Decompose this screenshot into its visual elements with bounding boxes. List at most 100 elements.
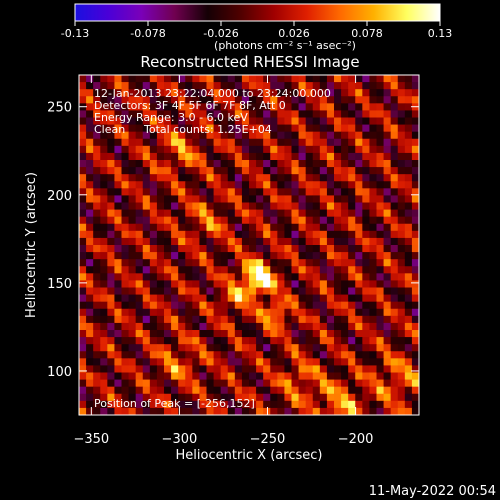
heatmap-cell	[326, 167, 335, 175]
heatmap-cell	[284, 160, 292, 168]
heatmap-cell	[270, 188, 278, 196]
heatmap-cell	[305, 400, 314, 409]
heatmap-cell	[192, 330, 200, 338]
heatmap-cell	[149, 315, 158, 324]
heatmap-cell	[369, 358, 377, 366]
heatmap-cell	[348, 75, 356, 83]
heatmap-cell	[199, 400, 207, 409]
heatmap-cell	[326, 89, 335, 97]
heatmap-cell	[185, 174, 193, 182]
heatmap-cell	[114, 195, 122, 203]
heatmap-cell	[397, 252, 406, 260]
heatmap-cell	[234, 330, 243, 338]
heatmap-cell	[284, 344, 292, 352]
heatmap-cell	[270, 195, 278, 203]
heatmap-cell	[135, 386, 144, 395]
heatmap-cell	[164, 372, 172, 380]
heatmap-cell	[79, 273, 87, 281]
heatmap-cell	[241, 337, 250, 345]
heatmap-cell	[411, 259, 419, 267]
heatmap-cell	[284, 322, 292, 331]
heatmap-cell	[220, 407, 229, 415]
heatmap-cell	[397, 259, 406, 267]
heatmap-cell	[199, 386, 207, 395]
heatmap-cell	[121, 237, 129, 246]
heatmap-cell	[213, 245, 222, 253]
heatmap-cell	[192, 160, 200, 168]
heatmap-cell	[383, 103, 392, 111]
heatmap-cell	[79, 117, 87, 125]
heatmap-cell	[93, 266, 101, 274]
heatmap-cell	[319, 216, 328, 225]
heatmap-cell	[348, 273, 356, 281]
heatmap-cell	[376, 209, 384, 218]
heatmap-cell	[263, 96, 271, 104]
heatmap-cell	[171, 145, 179, 154]
heatmap-cell	[404, 110, 413, 118]
heatmap-cell	[291, 195, 299, 203]
heatmap-cell	[86, 322, 94, 331]
heatmap-cell	[206, 386, 214, 395]
heatmap-cell	[142, 145, 151, 154]
heatmap-cell	[263, 379, 271, 388]
heatmap-cell	[79, 393, 87, 402]
heatmap-cell	[79, 160, 87, 168]
heatmap-cell	[326, 174, 335, 182]
heatmap-cell	[362, 160, 370, 168]
heatmap-cell	[383, 337, 392, 345]
heatmap-cell	[411, 322, 419, 331]
heatmap-cell	[298, 351, 307, 359]
heatmap-cell	[241, 259, 250, 267]
heatmap-cell	[178, 138, 186, 147]
heatmap-cell	[263, 117, 271, 125]
heatmap-cell	[86, 337, 94, 345]
heatmap-cell	[404, 237, 413, 246]
heatmap-cell	[249, 152, 257, 161]
heatmap-cell	[220, 266, 229, 274]
heatmap-cell	[284, 145, 292, 154]
heatmap-cell	[241, 351, 250, 359]
heatmap-cell	[220, 167, 229, 175]
heatmap-cell	[312, 344, 321, 352]
heatmap-cell	[192, 174, 200, 182]
heatmap-cell	[206, 82, 214, 90]
heatmap-cell	[298, 365, 307, 373]
heatmap-cell	[298, 252, 307, 260]
heatmap-cell	[227, 152, 236, 161]
heatmap-cell	[220, 393, 229, 402]
heatmap-cell	[220, 301, 229, 310]
heatmap-cell	[241, 386, 250, 395]
heatmap-cell	[376, 393, 384, 402]
heatmap-cell	[390, 82, 399, 90]
heatmap-cell	[277, 103, 285, 111]
heatmap-cell	[100, 117, 108, 125]
heatmap-cell	[185, 322, 193, 331]
heatmap-cell	[107, 315, 115, 324]
heatmap-cell	[362, 287, 370, 295]
heatmap-cell	[227, 181, 236, 189]
heatmap-cell	[86, 294, 94, 303]
heatmap-cell	[128, 386, 137, 395]
heatmap-cell	[114, 110, 122, 118]
heatmap-cell	[334, 167, 342, 175]
heatmap-cell	[128, 209, 137, 218]
heatmap-cell	[227, 216, 236, 225]
heatmap-cell	[326, 322, 335, 331]
heatmap-cell	[355, 308, 363, 317]
heatmap-cell	[79, 330, 87, 338]
heatmap-cell	[178, 407, 186, 415]
heatmap-cell	[277, 131, 285, 140]
heatmap-cell	[348, 117, 356, 125]
heatmap-cell	[178, 273, 186, 281]
heatmap-cell	[241, 82, 250, 90]
heatmap-cell	[341, 202, 349, 210]
heatmap-cell	[334, 358, 342, 366]
heatmap-cell	[206, 145, 214, 154]
heatmap-cell	[348, 266, 356, 274]
heatmap-cell	[220, 223, 229, 232]
heatmap-cell	[171, 287, 179, 295]
heatmap-cell	[376, 174, 384, 182]
heatmap-cell	[121, 351, 129, 359]
heatmap-cell	[277, 266, 285, 274]
heatmap-cell	[93, 138, 101, 147]
